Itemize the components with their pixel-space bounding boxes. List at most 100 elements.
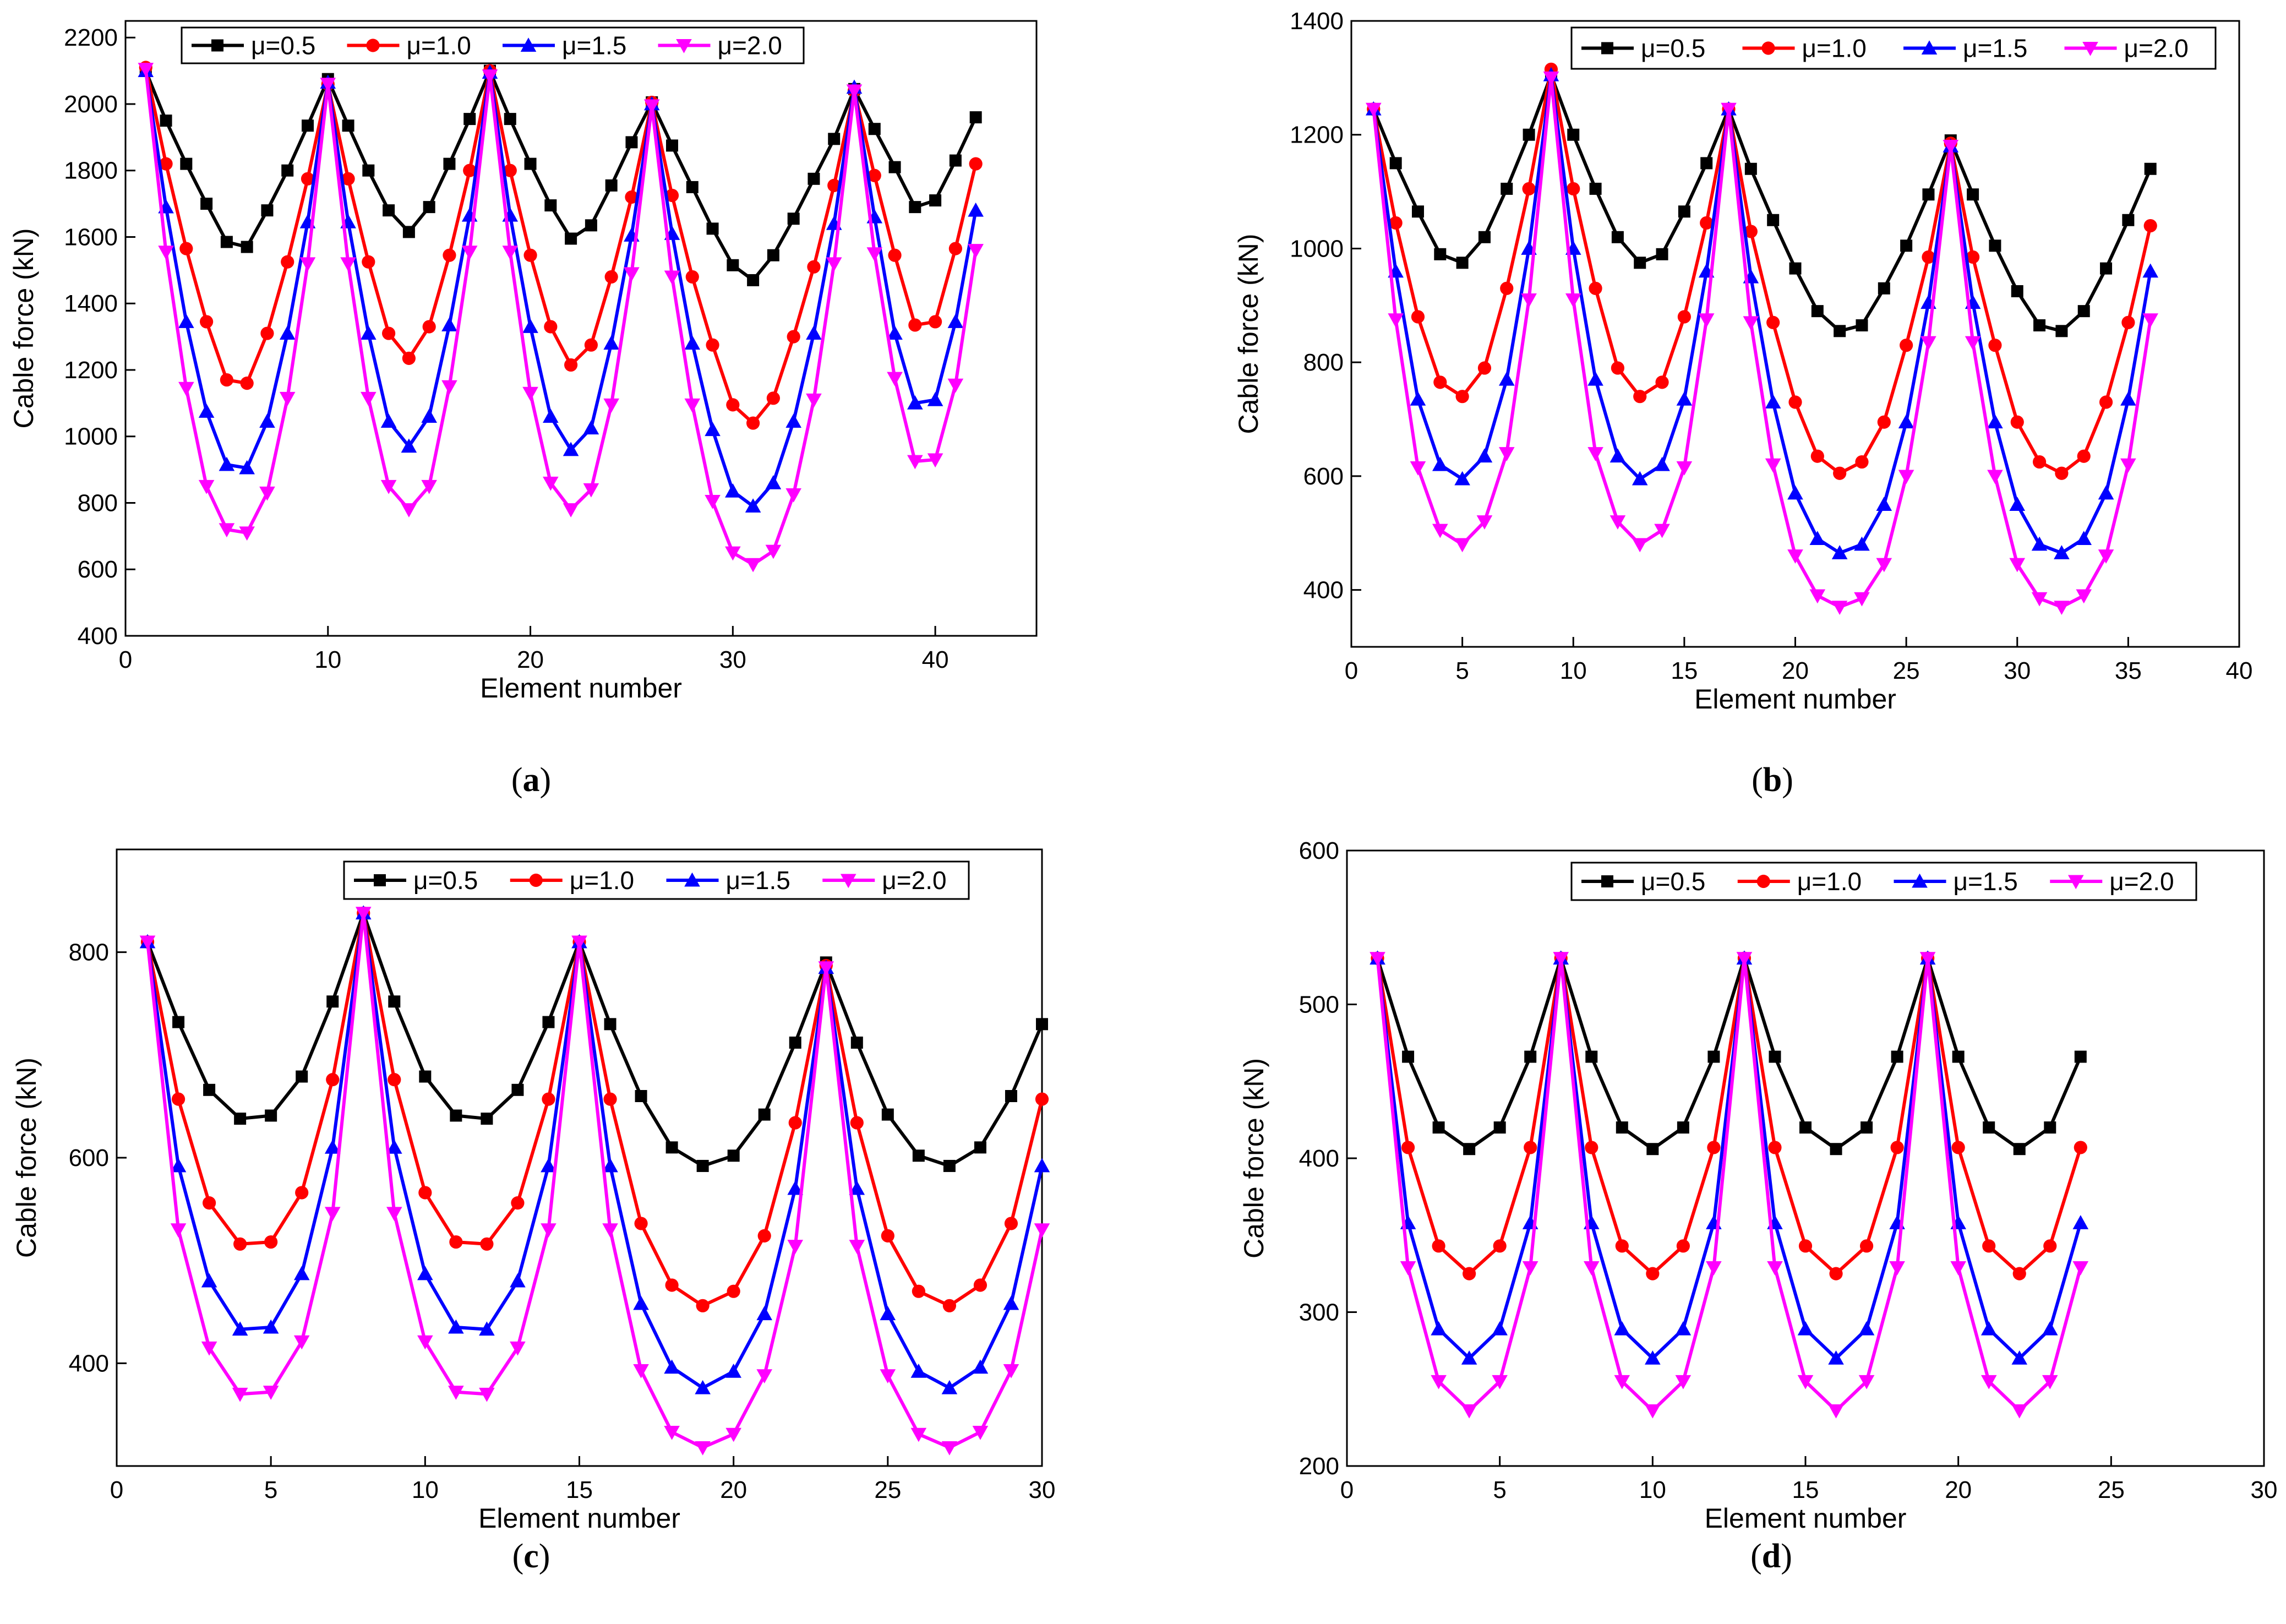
circle-marker xyxy=(449,1235,463,1249)
triangle-up-marker xyxy=(1828,1350,1844,1365)
triangle-down-marker xyxy=(849,1240,865,1254)
x-tick-label: 30 xyxy=(719,646,746,673)
triangle-down-marker xyxy=(1587,447,1603,461)
x-tick-label: 20 xyxy=(720,1476,747,1503)
square-marker xyxy=(172,1016,185,1028)
square-marker xyxy=(1634,257,1646,269)
legend-sample xyxy=(510,873,563,887)
circle-marker xyxy=(665,188,679,203)
triangle-down-marker xyxy=(1898,470,1914,484)
triangle-up-marker xyxy=(441,317,457,331)
caption-letter: a xyxy=(523,761,540,799)
triangle-down-marker xyxy=(846,84,863,99)
triangle-up-marker xyxy=(1614,1321,1630,1336)
triangle-up-marker xyxy=(448,1319,464,1334)
triangle-up-marker xyxy=(695,1380,711,1394)
panel-caption: (a) xyxy=(511,761,551,799)
circle-marker xyxy=(564,358,578,372)
series-3 xyxy=(1366,67,2158,559)
circle-marker xyxy=(1798,1239,1813,1253)
square-marker xyxy=(1524,1050,1537,1063)
caption-paren: ) xyxy=(1781,1538,1792,1575)
triangle-down-marker xyxy=(907,455,923,470)
square-marker xyxy=(544,199,557,212)
triangle-up-marker xyxy=(583,420,599,435)
square-marker xyxy=(909,201,921,214)
square-marker xyxy=(706,222,719,235)
y-tick-label: 1400 xyxy=(1290,8,1344,35)
square-marker xyxy=(1478,231,1491,243)
triangle-up-marker xyxy=(1921,40,1938,55)
triangle-down-marker xyxy=(2076,589,2092,604)
circle-marker xyxy=(341,172,355,186)
triangle-down-marker xyxy=(1981,1375,1997,1389)
triangle-down-marker xyxy=(2067,875,2084,890)
caption-paren: ) xyxy=(1782,761,1793,799)
triangle-down-marker xyxy=(1921,336,1936,351)
triangle-down-marker xyxy=(170,1223,187,1238)
y-tick-label: 800 xyxy=(69,939,109,966)
square-marker xyxy=(758,1108,771,1121)
triangle-up-marker xyxy=(2042,1321,2058,1336)
square-marker xyxy=(234,1113,247,1125)
square-marker xyxy=(727,259,739,271)
circle-marker xyxy=(1761,41,1775,55)
y-axis-ticks: 400 600 800 1000 1200 1400 xyxy=(1290,8,1361,604)
y-axis-ticks: 400 600 800 1000 1200 1400 1600 1800 2000 2200 xyxy=(64,24,135,650)
square-marker xyxy=(443,157,456,170)
series-line xyxy=(1376,958,2082,1276)
triangle-down-marker xyxy=(2142,313,2158,328)
x-tick-label: 20 xyxy=(1782,657,1809,684)
circle-marker xyxy=(604,270,618,284)
y-tick-label: 2200 xyxy=(64,24,118,51)
triangle-up-marker xyxy=(380,413,397,428)
square-marker xyxy=(949,154,962,167)
y-tick-label: 400 xyxy=(1303,577,1344,604)
panel-caption: (c) xyxy=(512,1538,550,1575)
legend-label: μ=0.5 xyxy=(251,31,315,60)
x-tick-label: 30 xyxy=(2251,1476,2278,1503)
square-marker xyxy=(203,1083,216,1096)
triangle-down-marker xyxy=(293,1335,310,1350)
triangle-down-marker xyxy=(866,247,883,261)
square-marker xyxy=(1767,214,1780,226)
triangle-up-marker xyxy=(787,1180,804,1195)
triangle-up-marker xyxy=(386,1140,402,1154)
triangle-down-marker xyxy=(806,393,822,408)
triangle-up-marker xyxy=(170,1158,187,1173)
circle-marker xyxy=(1855,455,1869,469)
series-4 xyxy=(138,63,984,573)
square-marker xyxy=(2044,1121,2056,1134)
triangle-down-marker xyxy=(1721,102,1737,117)
square-marker xyxy=(747,274,760,286)
x-tick-label: 20 xyxy=(517,646,544,673)
square-marker xyxy=(1769,1050,1781,1063)
legend-sample xyxy=(503,37,555,52)
caption-letter: d xyxy=(1762,1538,1781,1575)
triangle-down-marker xyxy=(139,935,156,950)
circle-marker xyxy=(1411,310,1425,324)
square-marker xyxy=(1856,319,1868,331)
triangle-up-marker xyxy=(1831,545,1848,559)
triangle-up-marker xyxy=(785,413,801,428)
triangle-down-marker xyxy=(1610,515,1626,530)
circle-marker xyxy=(1900,339,1913,352)
triangle-up-marker xyxy=(239,460,255,475)
circle-marker xyxy=(1035,1092,1049,1106)
legend-sample xyxy=(1737,874,1790,889)
triangle-up-marker xyxy=(705,422,721,437)
circle-marker xyxy=(1004,1217,1018,1230)
legend-sample xyxy=(347,39,400,52)
square-marker xyxy=(1922,188,1935,201)
triangle-down-marker xyxy=(583,483,599,498)
square-marker xyxy=(1811,305,1824,318)
triangle-down-marker xyxy=(2098,549,2114,564)
legend: μ=0.5 μ=1.0 μ=1.5 μ=2.0 xyxy=(181,26,805,64)
circle-marker xyxy=(1676,1239,1690,1253)
y-tick-label: 400 xyxy=(69,1350,109,1377)
circle-marker xyxy=(171,1092,186,1106)
triangle-down-marker xyxy=(1431,1375,1447,1389)
x-tick-label: 40 xyxy=(922,646,949,673)
triangle-down-marker xyxy=(2054,601,2070,615)
square-marker xyxy=(1523,128,1535,141)
